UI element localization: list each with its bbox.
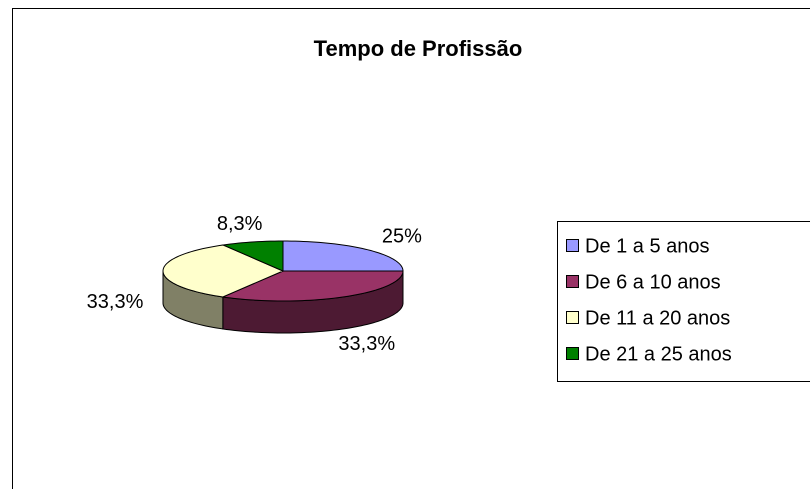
legend-box [557, 221, 810, 382]
slice [221, 240, 284, 272]
chart-title: Tempo de Profissão [314, 36, 523, 61]
legend-label: De 21 a 25 anos [585, 343, 732, 365]
data-label: 25% [382, 225, 422, 247]
slice [282, 240, 404, 272]
legend-swatch [566, 239, 579, 252]
legend-label: De 11 a 20 anos [585, 307, 730, 329]
slice [221, 270, 404, 302]
data-label: 33,3% [338, 333, 395, 355]
legend-swatch [566, 347, 579, 360]
legend-swatch [566, 311, 579, 324]
legend-label: De 6 a 10 anos [585, 271, 721, 293]
legend-swatch [566, 275, 579, 288]
legend-label: De 1 a 5 anos [585, 235, 710, 257]
data-label: 33,3% [87, 291, 144, 313]
data-label: 8,3% [217, 213, 263, 235]
